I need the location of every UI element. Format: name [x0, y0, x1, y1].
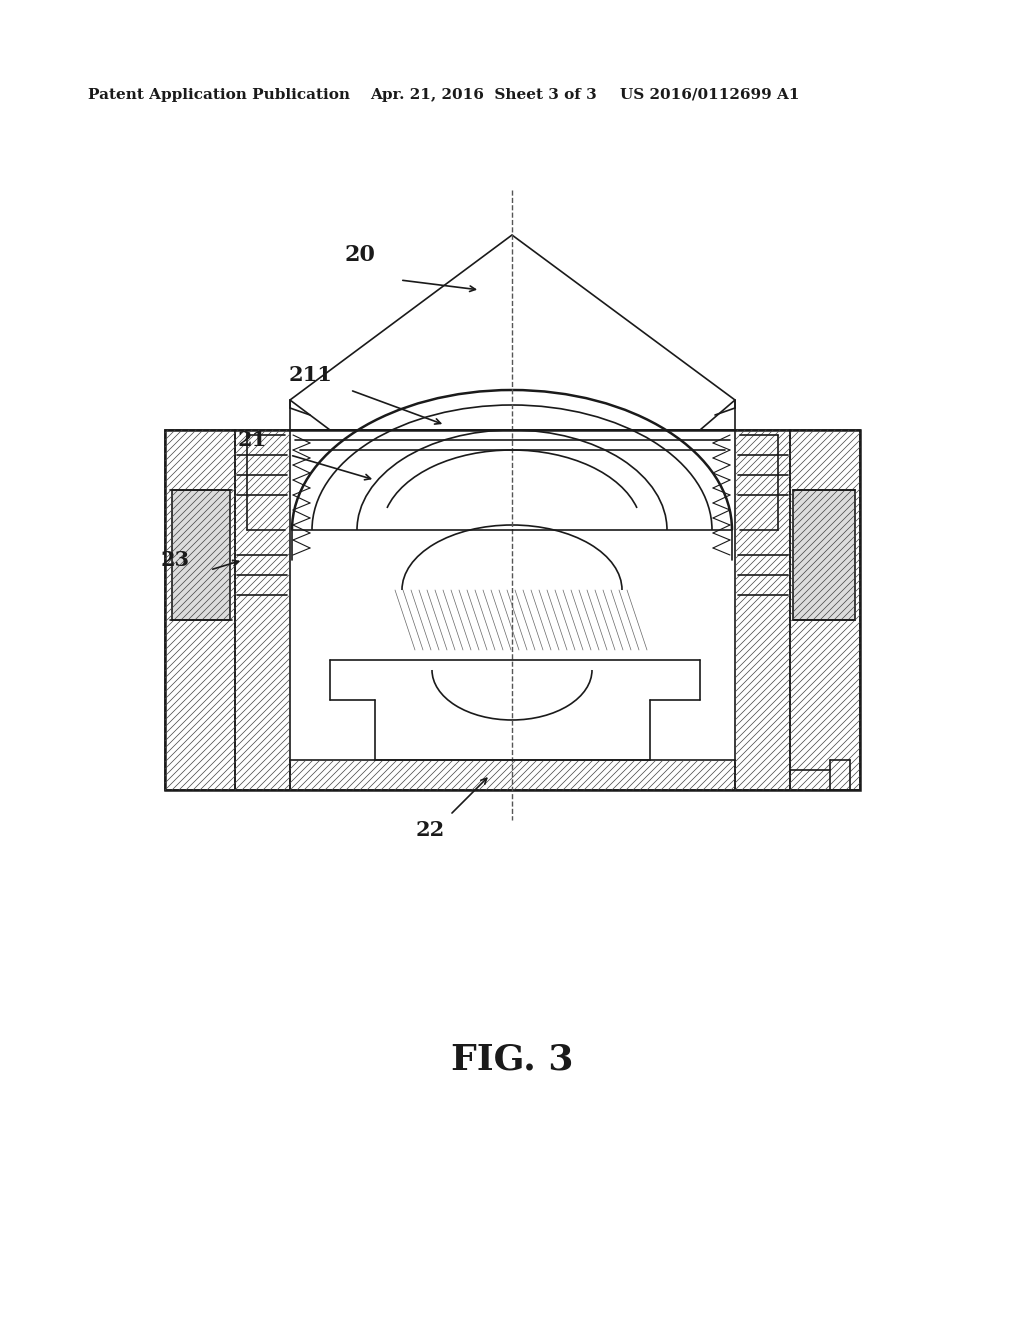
Text: 22: 22: [416, 820, 444, 840]
Text: 23: 23: [161, 550, 189, 570]
Text: 211: 211: [288, 366, 332, 385]
Text: US 2016/0112699 A1: US 2016/0112699 A1: [620, 88, 800, 102]
Text: 21: 21: [238, 430, 266, 450]
Bar: [790, 430, 860, 789]
Text: FIG. 3: FIG. 3: [451, 1043, 573, 1077]
Bar: [234, 430, 290, 789]
Text: Patent Application Publication: Patent Application Publication: [88, 88, 350, 102]
Bar: [735, 430, 790, 789]
Bar: [793, 490, 855, 620]
Bar: [290, 760, 735, 789]
Bar: [165, 430, 234, 789]
Bar: [172, 490, 230, 620]
Text: Apr. 21, 2016  Sheet 3 of 3: Apr. 21, 2016 Sheet 3 of 3: [370, 88, 597, 102]
Text: 20: 20: [344, 244, 376, 267]
